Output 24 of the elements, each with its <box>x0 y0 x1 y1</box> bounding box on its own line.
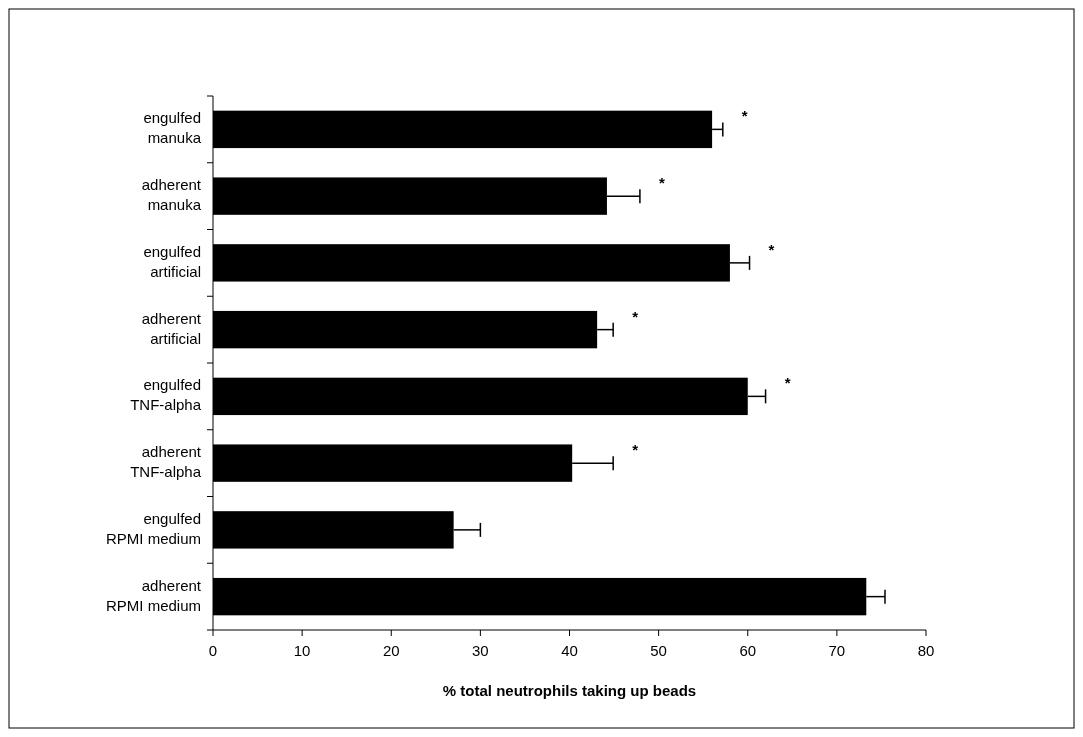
x-tick-label: 80 <box>917 642 935 659</box>
x-tick-label: 40 <box>561 642 578 659</box>
x-tick-label: 60 <box>739 642 757 659</box>
y-tick-label: adherent artificial <box>141 309 202 347</box>
annotation: * <box>658 174 665 192</box>
annotation: * <box>632 307 639 325</box>
annotation: * <box>632 441 639 459</box>
y-tick-label: adherent manuka <box>141 176 202 214</box>
x-tick-label: 10 <box>293 642 311 659</box>
y-tick-label: adherent RPMI medium <box>105 576 202 614</box>
y-tick-label: engulfed manuka <box>143 109 202 147</box>
y-tick-label: engulfed TNF-alpha <box>130 376 202 414</box>
annotation: * <box>768 240 775 258</box>
annotation: * <box>784 374 791 392</box>
annotation: * <box>741 107 748 125</box>
x-tick-label: 70 <box>828 642 846 659</box>
x-tick-label: 20 <box>382 642 400 659</box>
y-tick-label: engulfed RPMI medium <box>105 509 201 547</box>
x-tick-label: 30 <box>472 642 489 659</box>
y-tick-label: adherent TNF-alpha <box>130 443 202 481</box>
x-axis-title: % total neutrophils taking up beads <box>442 682 697 699</box>
x-tick-label: 0 <box>208 642 218 659</box>
x-tick-label: 50 <box>650 642 667 659</box>
y-tick-label: engulfed artificial <box>143 242 201 280</box>
